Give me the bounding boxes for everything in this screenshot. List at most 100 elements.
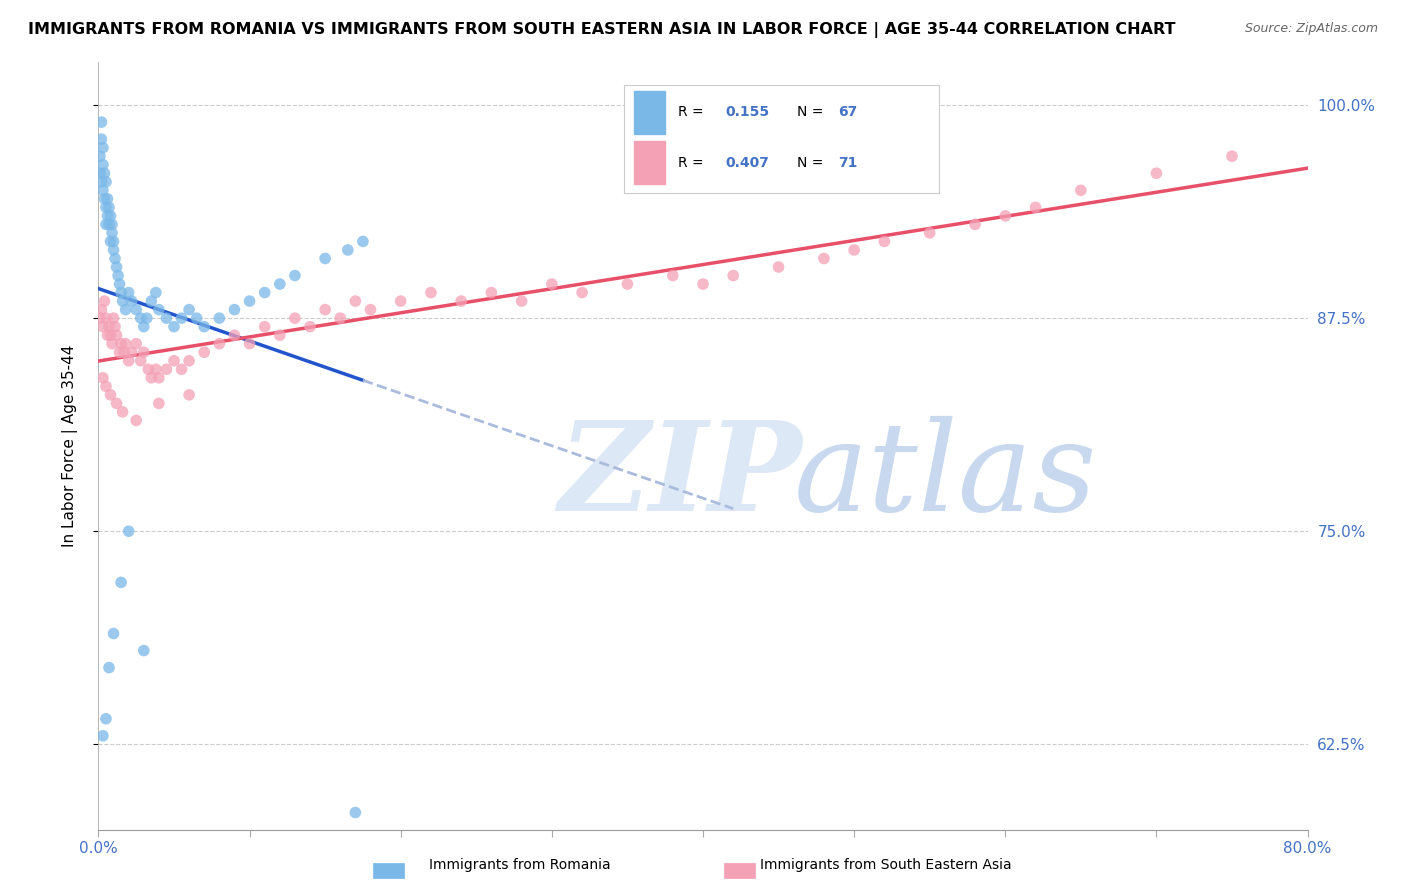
Point (132, 319, 155, 334)
Point (253, 285, 276, 300)
Point (98, 200, 121, 214)
Point (114, 302, 136, 317)
Point (110, 336, 132, 351)
Point (661, 268, 683, 283)
Point (129, 353, 152, 368)
Point (100, 388, 122, 402)
Point (155, 311, 177, 326)
Point (94, 712, 117, 726)
Point (91, 319, 114, 334)
Point (118, 353, 141, 368)
Point (96, 192, 118, 206)
Point (91, 729, 114, 743)
Point (94, 379, 117, 393)
Point (96, 328, 118, 343)
Point (844, 243, 866, 257)
Point (129, 311, 152, 326)
Point (90, 132, 112, 146)
Point (179, 302, 201, 317)
Point (148, 371, 170, 385)
Point (170, 311, 193, 326)
Point (155, 362, 177, 376)
Point (98, 218, 121, 232)
Point (148, 396, 170, 410)
Point (89, 311, 111, 326)
Point (141, 371, 163, 385)
Point (314, 252, 336, 266)
Point (111, 294, 134, 309)
Point (103, 626, 125, 640)
Point (179, 353, 201, 368)
Point (89, 166, 111, 180)
Text: Immigrants from Romania: Immigrants from Romania (429, 858, 612, 872)
Point (107, 268, 129, 283)
Point (103, 311, 125, 326)
Point (110, 285, 132, 300)
Text: atlas: atlas (793, 416, 1097, 538)
Point (344, 805, 367, 820)
Point (121, 345, 143, 359)
Point (163, 353, 186, 368)
Point (208, 311, 231, 326)
Text: ZIP: ZIP (558, 416, 801, 538)
Point (103, 235, 125, 249)
Point (1220, 149, 1243, 163)
Point (768, 260, 790, 274)
Point (98, 660, 121, 674)
Point (253, 319, 276, 334)
Point (360, 302, 382, 317)
Point (540, 277, 562, 291)
Point (90, 115, 112, 129)
Point (352, 235, 374, 249)
Point (112, 345, 135, 359)
Point (132, 643, 155, 657)
Point (98, 319, 121, 334)
Point (100, 328, 122, 343)
Point (344, 294, 367, 309)
Point (101, 226, 124, 240)
Point (94, 218, 117, 232)
Point (571, 285, 593, 300)
Point (145, 285, 167, 300)
Point (114, 336, 136, 351)
Point (336, 243, 359, 257)
Point (1024, 200, 1046, 214)
Point (813, 252, 835, 266)
Point (121, 294, 143, 309)
Point (93, 192, 115, 206)
Point (965, 218, 987, 232)
Point (186, 311, 208, 326)
Point (105, 328, 128, 343)
Point (420, 285, 443, 300)
Point (91, 158, 114, 172)
Point (94, 200, 117, 214)
Point (89, 149, 111, 163)
Point (1144, 166, 1167, 180)
Point (108, 345, 131, 359)
Point (100, 235, 122, 249)
Point (135, 311, 157, 326)
Point (101, 218, 124, 232)
Point (100, 209, 122, 223)
Text: Immigrants from South Eastern Asia: Immigrants from South Eastern Asia (761, 858, 1011, 872)
Point (224, 328, 246, 343)
Point (208, 336, 231, 351)
Point (148, 302, 170, 317)
Point (125, 302, 148, 317)
Point (163, 319, 186, 334)
Point (329, 311, 352, 326)
Point (96, 209, 118, 223)
Point (284, 268, 307, 283)
Point (118, 285, 141, 300)
Point (239, 294, 262, 309)
Point (239, 336, 262, 351)
Point (314, 302, 336, 317)
Point (284, 311, 307, 326)
Point (616, 277, 638, 291)
Point (450, 294, 472, 309)
Point (104, 319, 127, 334)
Text: IMMIGRANTS FROM ROMANIA VS IMMIGRANTS FROM SOUTH EASTERN ASIA IN LABOR FORCE | A: IMMIGRANTS FROM ROMANIA VS IMMIGRANTS FR… (28, 22, 1175, 38)
Point (93, 294, 115, 309)
Point (105, 396, 128, 410)
Y-axis label: In Labor Force | Age 35-44: In Labor Force | Age 35-44 (62, 345, 77, 547)
